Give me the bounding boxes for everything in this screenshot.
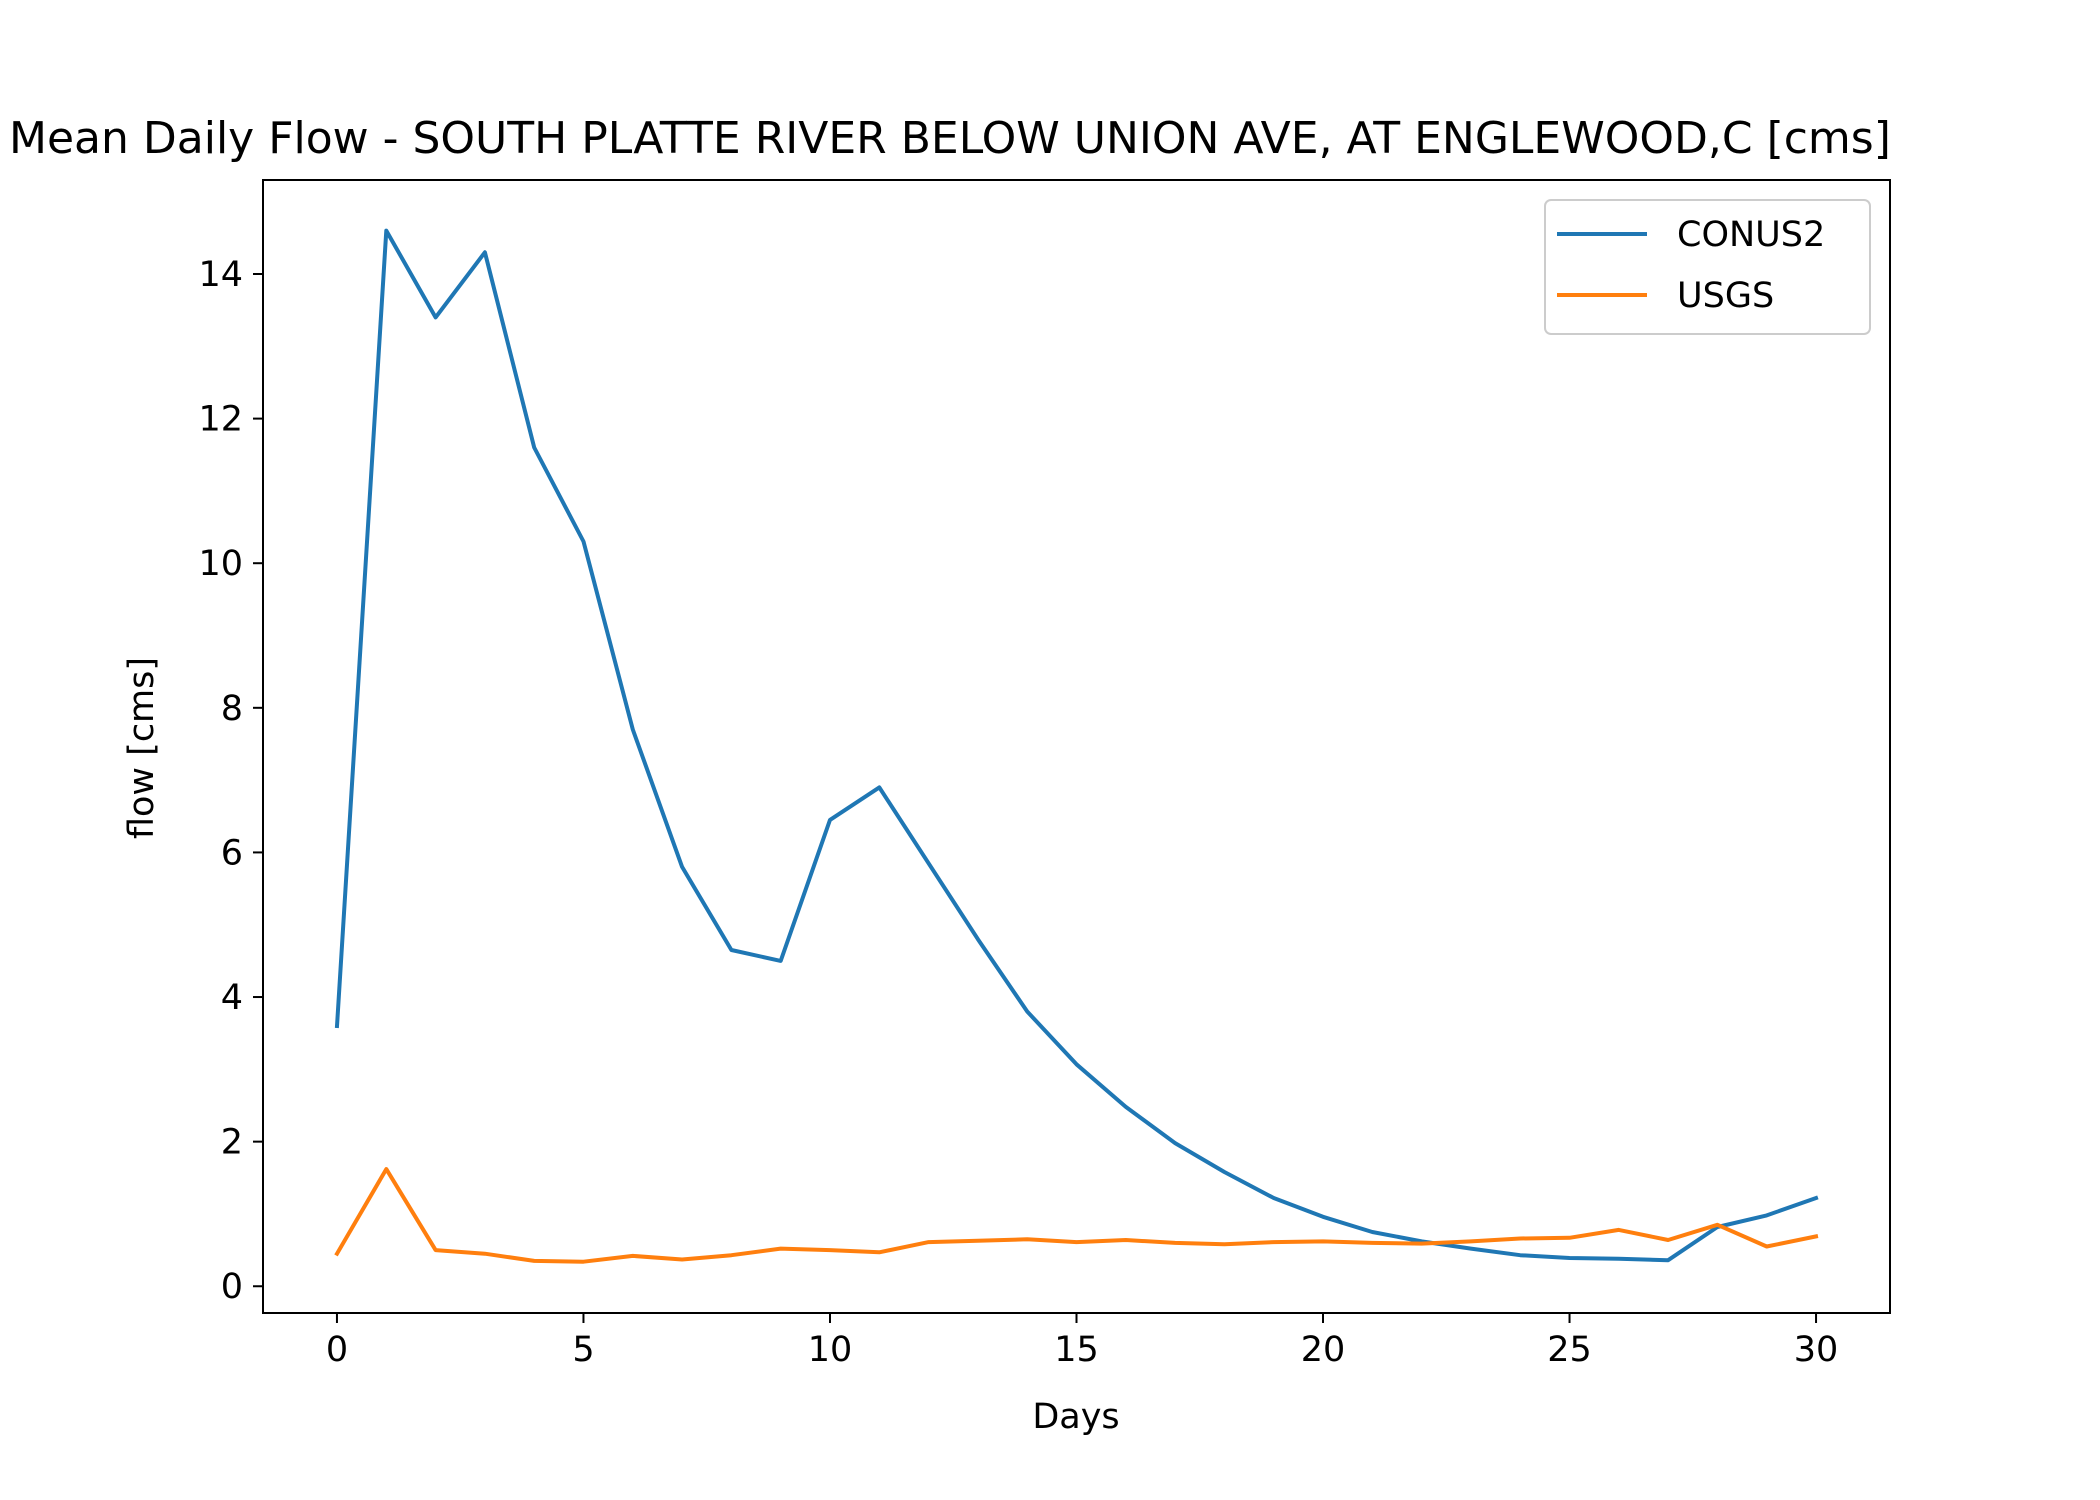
y-tick-label: 14 (198, 255, 243, 295)
series-line-conus2 (334, 228, 1819, 1263)
legend: CONUS2 USGS (1544, 199, 1871, 335)
chart-title: Mean Daily Flow - SOUTH PLATTE RIVER BEL… (9, 113, 1891, 164)
y-axis: 0 2 4 6 8 10 12 14 (198, 255, 263, 1307)
plot-frame (262, 179, 1891, 1314)
legend-label-usgs: USGS (1677, 276, 1774, 316)
y-tick-label: 6 (221, 833, 243, 873)
x-tick-label: 20 (1301, 1330, 1346, 1370)
y-tick-label: 8 (221, 689, 243, 729)
x-tick-label: 5 (572, 1330, 594, 1370)
x-tick-label: 30 (1794, 1330, 1839, 1370)
legend-label-conus2: CONUS2 (1677, 215, 1825, 255)
y-axis-label: flow [cms] (122, 657, 162, 839)
x-tick-label: 25 (1547, 1330, 1592, 1370)
x-axis: 0 5 10 15 20 25 30 (326, 1313, 1839, 1370)
y-tick-label: 12 (198, 400, 243, 440)
x-tick-label: 0 (326, 1330, 348, 1370)
y-tick-label: 2 (221, 1123, 243, 1163)
y-tick-label: 4 (221, 978, 243, 1018)
series-line-usgs (334, 1167, 1819, 1264)
x-axis-label: Days (1032, 1397, 1119, 1437)
y-tick-label: 0 (221, 1267, 243, 1307)
x-tick-label: 15 (1054, 1330, 1099, 1370)
y-tick-label: 10 (198, 544, 243, 584)
plot-area (262, 179, 1891, 1314)
x-tick-label: 10 (808, 1330, 853, 1370)
